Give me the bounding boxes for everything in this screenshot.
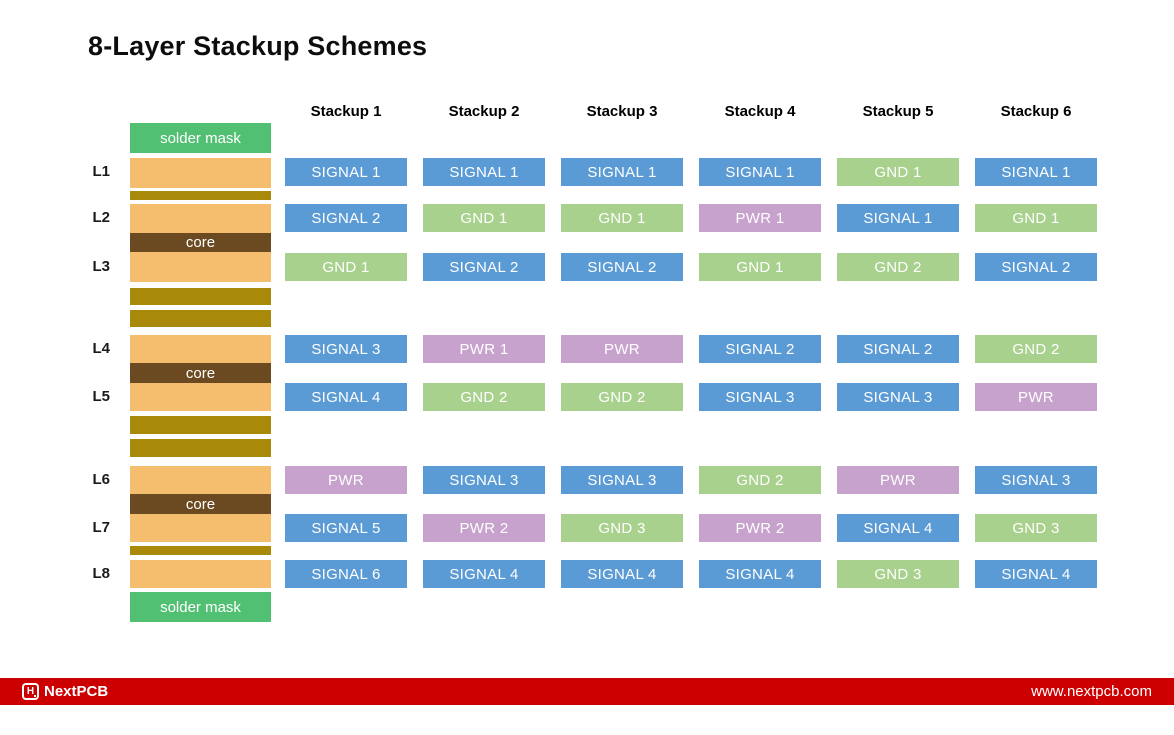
grid-cell-l7-stackup-1: SIGNAL 5 — [285, 514, 407, 542]
grid-cell-l7-stackup-2: PWR 2 — [423, 514, 545, 542]
grid-cell-l2-stackup-1: SIGNAL 2 — [285, 204, 407, 232]
grid-cell-l1-stackup-3: SIGNAL 1 — [561, 158, 683, 186]
grid-cell-l3-stackup-6: SIGNAL 2 — [975, 253, 1097, 281]
grid-cell-l7-stackup-6: GND 3 — [975, 514, 1097, 542]
grid-cell-l2-stackup-6: GND 1 — [975, 204, 1097, 232]
nextpcb-logo: H NextPCB — [22, 683, 108, 700]
grid-cell-l5-stackup-5: SIGNAL 3 — [837, 383, 959, 411]
layer-label-l2: L2 — [92, 209, 110, 226]
layer-label-l4: L4 — [92, 340, 110, 357]
grid-cell-l6-stackup-2: SIGNAL 3 — [423, 466, 545, 494]
column-header-stackup-3: Stackup 3 — [586, 103, 658, 120]
nextpcb-logo-icon: H — [22, 683, 39, 700]
prepreg-layer — [130, 288, 271, 305]
grid-cell-l1-stackup-6: SIGNAL 1 — [975, 158, 1097, 186]
prepreg-layer — [130, 439, 271, 457]
prepreg-layer — [130, 310, 271, 327]
layer-label-l5: L5 — [92, 388, 110, 405]
solder-mask-top: solder mask — [130, 123, 271, 153]
copper-layer-l8 — [130, 560, 271, 588]
core-layer-1: core — [130, 233, 271, 252]
grid-cell-l4-stackup-2: PWR 1 — [423, 335, 545, 363]
grid-cell-l1-stackup-5: GND 1 — [837, 158, 959, 186]
grid-cell-l6-stackup-1: PWR — [285, 466, 407, 494]
prepreg-layer — [130, 546, 271, 555]
grid-cell-l2-stackup-2: GND 1 — [423, 204, 545, 232]
copper-layer-l7 — [130, 514, 271, 542]
grid-cell-l8-stackup-2: SIGNAL 4 — [423, 560, 545, 588]
grid-cell-l3-stackup-1: GND 1 — [285, 253, 407, 281]
column-header-stackup-1: Stackup 1 — [310, 103, 382, 120]
grid-cell-l4-stackup-3: PWR — [561, 335, 683, 363]
grid-cell-l6-stackup-6: SIGNAL 3 — [975, 466, 1097, 494]
grid-cell-l5-stackup-4: SIGNAL 3 — [699, 383, 821, 411]
solder-mask-bottom: solder mask — [130, 592, 271, 622]
layer-label-l1: L1 — [92, 163, 110, 180]
grid-cell-l2-stackup-4: PWR 1 — [699, 204, 821, 232]
footer-bar: H NextPCB www.nextpcb.com — [0, 678, 1174, 705]
column-header-stackup-4: Stackup 4 — [724, 103, 796, 120]
copper-layer-l5 — [130, 383, 271, 411]
copper-layer-l3 — [130, 252, 271, 282]
prepreg-layer — [130, 191, 271, 200]
brand-name: NextPCB — [44, 683, 109, 700]
grid-cell-l7-stackup-3: GND 3 — [561, 514, 683, 542]
grid-cell-l6-stackup-3: SIGNAL 3 — [561, 466, 683, 494]
grid-cell-l4-stackup-4: SIGNAL 2 — [699, 335, 821, 363]
page-title: 8-Layer Stackup Schemes — [88, 31, 428, 61]
column-header-stackup-6: Stackup 6 — [1000, 103, 1072, 120]
column-header-stackup-5: Stackup 5 — [862, 103, 934, 120]
grid-cell-l7-stackup-4: PWR 2 — [699, 514, 821, 542]
grid-cell-l4-stackup-6: GND 2 — [975, 335, 1097, 363]
copper-layer-l2 — [130, 204, 271, 233]
grid-cell-l5-stackup-1: SIGNAL 4 — [285, 383, 407, 411]
grid-cell-l6-stackup-5: PWR — [837, 466, 959, 494]
grid-cell-l6-stackup-4: GND 2 — [699, 466, 821, 494]
grid-cell-l1-stackup-4: SIGNAL 1 — [699, 158, 821, 186]
grid-cell-l5-stackup-6: PWR — [975, 383, 1097, 411]
copper-layer-l1 — [130, 158, 271, 188]
layer-label-l8: L8 — [92, 565, 110, 582]
core-layer-2: core — [130, 363, 271, 383]
grid-cell-l4-stackup-5: SIGNAL 2 — [837, 335, 959, 363]
layer-label-l3: L3 — [92, 258, 110, 275]
grid-cell-l8-stackup-1: SIGNAL 6 — [285, 560, 407, 588]
grid-cell-l3-stackup-4: GND 1 — [699, 253, 821, 281]
prepreg-layer — [130, 416, 271, 434]
core-layer-3: core — [130, 494, 271, 514]
column-header-stackup-2: Stackup 2 — [448, 103, 520, 120]
grid-cell-l2-stackup-3: GND 1 — [561, 204, 683, 232]
copper-layer-l6 — [130, 466, 271, 494]
grid-cell-l5-stackup-2: GND 2 — [423, 383, 545, 411]
grid-cell-l1-stackup-1: SIGNAL 1 — [285, 158, 407, 186]
grid-cell-l2-stackup-5: SIGNAL 1 — [837, 204, 959, 232]
grid-cell-l8-stackup-4: SIGNAL 4 — [699, 560, 821, 588]
grid-cell-l8-stackup-5: GND 3 — [837, 560, 959, 588]
grid-cell-l8-stackup-3: SIGNAL 4 — [561, 560, 683, 588]
copper-layer-l4 — [130, 335, 271, 363]
grid-cell-l4-stackup-1: SIGNAL 3 — [285, 335, 407, 363]
grid-cell-l7-stackup-5: SIGNAL 4 — [837, 514, 959, 542]
grid-cell-l3-stackup-2: SIGNAL 2 — [423, 253, 545, 281]
grid-cell-l5-stackup-3: GND 2 — [561, 383, 683, 411]
website-url: www.nextpcb.com — [1031, 683, 1152, 700]
grid-cell-l8-stackup-6: SIGNAL 4 — [975, 560, 1097, 588]
grid-cell-l3-stackup-3: SIGNAL 2 — [561, 253, 683, 281]
grid-cell-l3-stackup-5: GND 2 — [837, 253, 959, 281]
layer-label-l6: L6 — [92, 471, 110, 488]
layer-label-l7: L7 — [92, 519, 110, 536]
grid-cell-l1-stackup-2: SIGNAL 1 — [423, 158, 545, 186]
